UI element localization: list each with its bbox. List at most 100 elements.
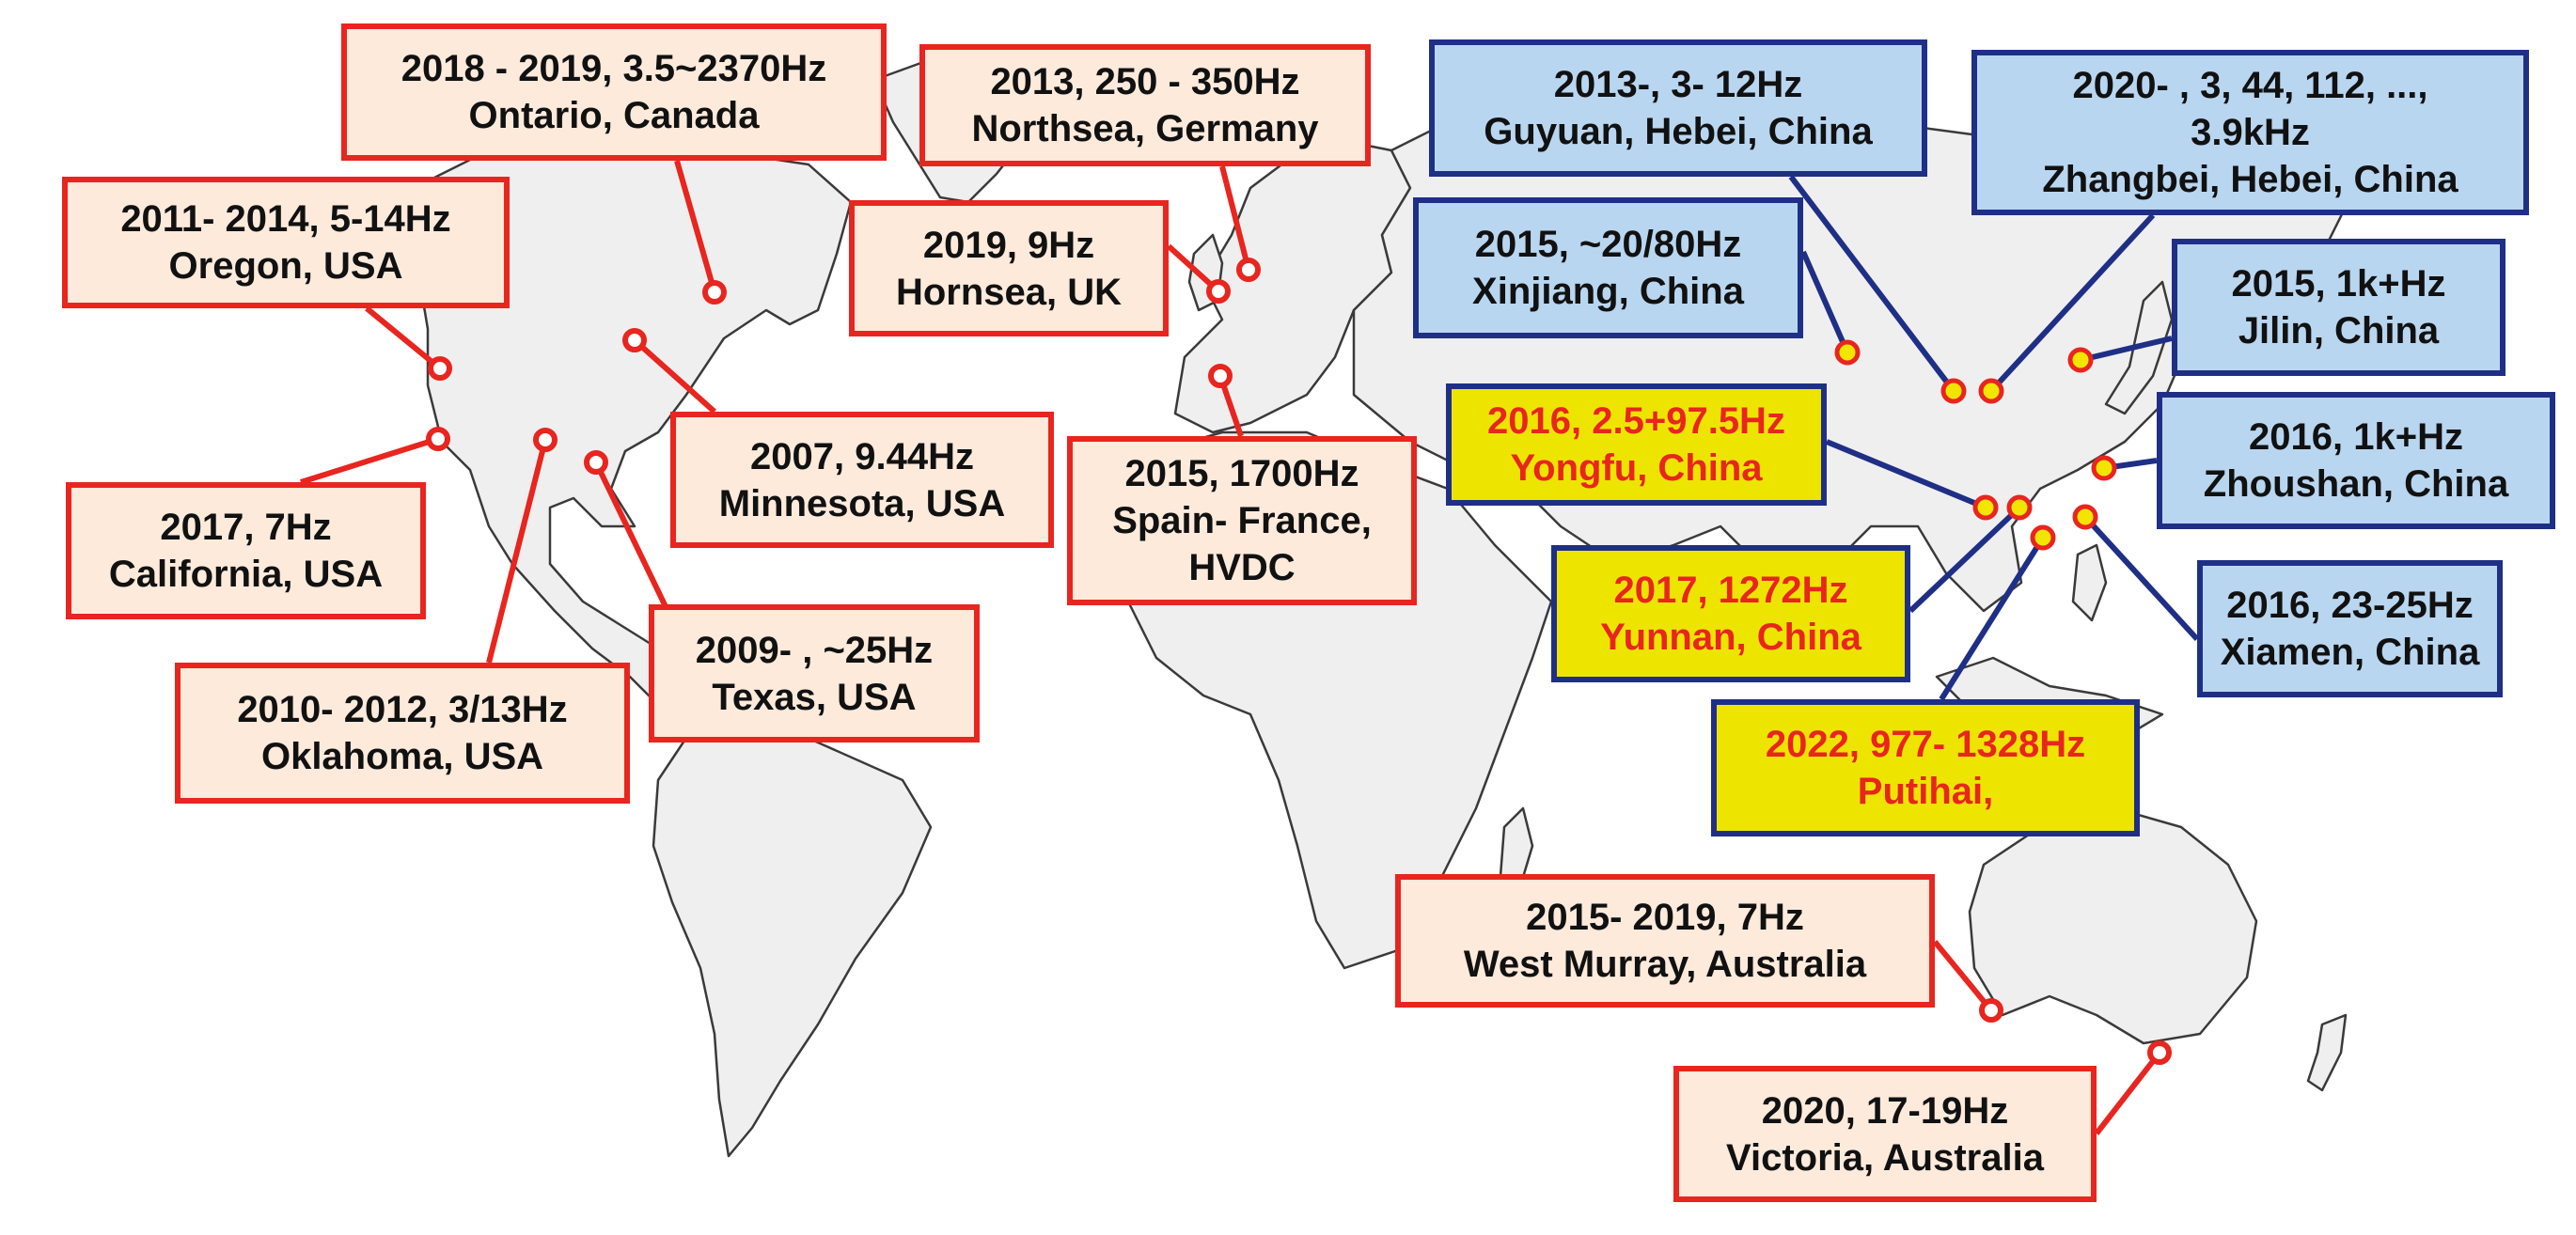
event-box-xiamen: 2016, 23-25Hz Xiamen, China: [2197, 560, 2503, 697]
event-guyuan-line2: Guyuan, Hebei, China: [1484, 111, 1873, 152]
connector-jilin: [2080, 336, 2173, 363]
marker-zhangbei: [1978, 378, 2004, 404]
philippines-landmass: [2071, 543, 2108, 622]
marker-xinjiang: [1834, 339, 1861, 366]
event-texas-line1: 2009- , ~25Hz: [695, 629, 934, 671]
event-zhangbei-line3: Zhangbei, Hebei, China: [2042, 159, 2458, 200]
event-box-northsea: 2013, 250 - 350Hz Northsea, Germany: [919, 44, 1371, 166]
connector-xinjiang: [1800, 250, 1850, 354]
event-box-ontario: 2018 - 2019, 3.5~2370Hz Ontario, Canada: [341, 23, 887, 161]
marker-victoria: [2147, 1040, 2172, 1065]
connector-lines: [300, 160, 2200, 1135]
event-box-zhangbei: 2020- , 3, 44, 112, ..., 3.9kHz Zhangbei…: [1971, 50, 2529, 215]
event-westmurray-line1: 2015- 2019, 7Hz: [1526, 897, 1804, 938]
event-zhoushan-line1: 2016, 1k+Hz: [2249, 416, 2463, 458]
event-hornsea-line1: 2019, 9Hz: [922, 224, 1095, 266]
event-xinjiang-line1: 2015, ~20/80Hz: [1474, 224, 1742, 265]
connector-victoria: [2094, 1051, 2162, 1135]
event-minnesota-line2: Minnesota, USA: [718, 482, 1006, 524]
event-california-line2: California, USA: [108, 554, 384, 595]
event-westmurray-line2: West Murray, Australia: [1463, 944, 1867, 985]
event-xiamen-line1: 2016, 23-25Hz: [2226, 585, 2474, 626]
connector-zhangbei: [1988, 212, 2156, 394]
event-box-westmurray: 2015- 2019, 7Hz West Murray, Australia: [1395, 874, 1935, 1008]
marker-jilin: [2067, 347, 2094, 373]
connector-yunnan: [1908, 505, 2022, 614]
event-minnesota-line1: 2007, 9.44Hz: [750, 435, 974, 477]
new-zealand-landmass: [2306, 1013, 2348, 1092]
event-zhangbei-line1: 2020- , 3, 44, 112, ...,: [2072, 65, 2428, 106]
connector-oregon: [365, 305, 442, 371]
event-box-guyuan: 2013-, 3- 12Hz Guyuan, Hebei, China: [1429, 39, 1927, 177]
event-zhangbei-line2: 3.9kHz: [2191, 112, 2310, 153]
event-victoria-line1: 2020, 17-19Hz: [1761, 1089, 2009, 1132]
event-box-spain: 2015, 1700Hz Spain- France, HVDC: [1067, 436, 1417, 605]
marker-xiamen: [2072, 504, 2098, 530]
event-yunnan-line1: 2017, 1272Hz: [1613, 570, 1848, 611]
event-xiamen-line2: Xiamen, China: [2220, 632, 2480, 673]
marker-northsea: [1236, 258, 1261, 282]
connector-oklahoma: [486, 439, 548, 664]
event-ontario-line1: 2018 - 2019, 3.5~2370Hz: [401, 48, 827, 89]
event-box-jilin: 2015, 1k+Hz Jilin, China: [2172, 239, 2505, 376]
marker-ontario: [702, 280, 727, 305]
event-spain-line2: Spain- France,: [1112, 500, 1372, 541]
event-box-victoria: 2020, 17-19Hz Victoria, Australia: [1673, 1066, 2097, 1202]
marker-oregon: [428, 356, 452, 381]
marker-guyuan: [1940, 378, 1967, 404]
marker-yongfu: [1972, 494, 1999, 521]
australia-landmass: [1968, 806, 2258, 1045]
event-spain-line1: 2015, 1700Hz: [1124, 453, 1359, 494]
event-box-hornsea: 2019, 9Hz Hornsea, UK: [849, 200, 1169, 336]
marker-westmurray: [1979, 998, 2003, 1023]
marker-putihai: [2030, 524, 2056, 551]
location-markers: [426, 258, 2172, 1065]
event-box-texas: 2009- , ~25Hz Texas, USA: [649, 604, 980, 743]
event-yongfu-line2: Yongfu, China: [1510, 447, 1763, 489]
event-yunnan-line2: Yunnan, China: [1600, 617, 1861, 658]
event-jilin-line1: 2015, 1k+Hz: [2231, 263, 2446, 305]
connector-yongfu: [1825, 439, 1987, 510]
event-oregon-line2: Oregon, USA: [168, 245, 403, 287]
event-box-minnesota: 2007, 9.44Hz Minnesota, USA: [670, 412, 1054, 548]
event-oregon-line1: 2011- 2014, 5-14Hz: [120, 198, 451, 240]
connector-putihai: [1939, 536, 2046, 701]
connector-northsea: [1219, 165, 1251, 271]
event-box-yunnan: 2017, 1272Hz Yunnan, China: [1551, 545, 1910, 682]
event-box-putihai: 2022, 977- 1328Hz Putihai,: [1711, 699, 2140, 836]
event-northsea-line2: Northsea, Germany: [971, 108, 1319, 149]
event-guyuan-line1: 2013-, 3- 12Hz: [1553, 64, 1803, 105]
event-putihai-line2: Putihai,: [1857, 771, 1994, 812]
event-xinjiang-line2: Xinjiang, China: [1472, 271, 1744, 312]
marker-spain: [1208, 364, 1233, 388]
event-oklahoma-line2: Oklahoma, USA: [260, 736, 544, 777]
north-america-landmass: [412, 139, 853, 735]
event-oklahoma-line1: 2010- 2012, 3/13Hz: [237, 689, 568, 730]
event-yongfu-line1: 2016, 2.5+97.5Hz: [1487, 400, 1785, 442]
connector-minnesota: [633, 337, 716, 414]
event-box-oregon: 2011- 2014, 5-14Hz Oregon, USA: [62, 177, 510, 308]
connector-guyuan: [1788, 175, 1956, 393]
event-box-xinjiang: 2015, ~20/80Hz Xinjiang, China: [1413, 197, 1803, 338]
event-zhoushan-line2: Zhoushan, China: [2203, 463, 2509, 505]
marker-yunnan: [2006, 494, 2033, 521]
connector-texas: [593, 461, 675, 622]
connector-california: [300, 436, 439, 485]
marker-texas: [584, 450, 608, 475]
connector-xiamen: [2082, 514, 2200, 642]
event-box-california: 2017, 7Hz California, USA: [66, 482, 426, 619]
connector-westmurray: [1932, 940, 1994, 1012]
event-victoria-line2: Victoria, Australia: [1726, 1136, 2044, 1179]
event-ontario-line2: Ontario, Canada: [468, 95, 760, 136]
event-putihai-line1: 2022, 977- 1328Hz: [1765, 724, 2086, 765]
marker-minnesota: [622, 328, 647, 352]
event-hornsea-line2: Hornsea, UK: [895, 271, 1123, 313]
event-northsea-line1: 2013, 250 - 350Hz: [990, 61, 1300, 102]
event-spain-line3: HVDC: [1188, 547, 1296, 588]
marker-california: [426, 427, 450, 451]
event-jilin-line2: Jilin, China: [2238, 310, 2440, 352]
event-texas-line2: Texas, USA: [712, 676, 917, 718]
marker-oklahoma: [533, 428, 558, 452]
event-box-oklahoma: 2010- 2012, 3/13Hz Oklahoma, USA: [175, 663, 630, 804]
